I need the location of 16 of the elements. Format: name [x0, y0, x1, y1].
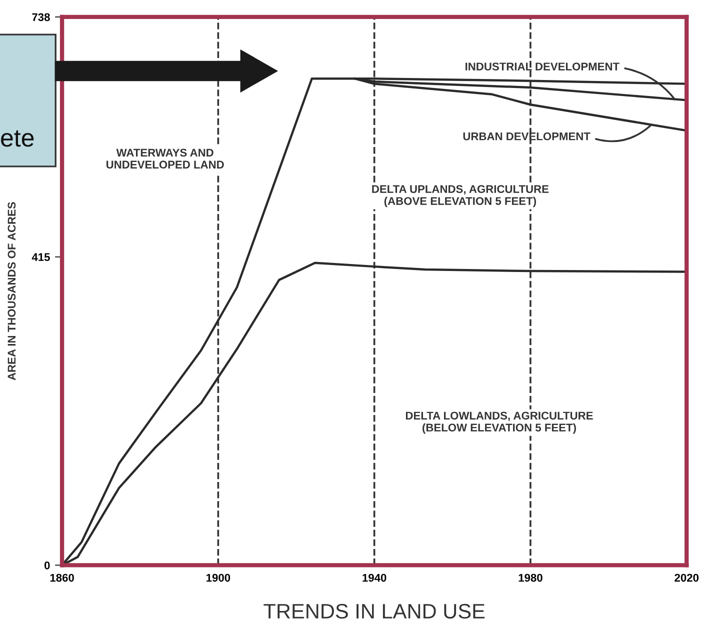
y-tick-label: 415 — [32, 253, 50, 262]
x-tick-label: 1940 — [362, 574, 386, 582]
y-axis-title: AREA IN THOUSANDS OF ACRES — [8, 202, 16, 380]
y-tick-label: 0 — [44, 561, 50, 570]
x-tick-label: 1900 — [206, 574, 230, 582]
annotation: URBAN DEVELOPMENT — [463, 132, 590, 140]
x-axis-title: TRENDS IN LAND USE — [264, 604, 485, 619]
annotation: INDUSTRIAL DEVELOPMENT — [466, 62, 620, 70]
x-tick-label: 1980 — [518, 574, 542, 582]
annotation: WATERWAYS AND UNDEVELOPED LAND — [106, 148, 224, 169]
annotation: DELTA UPLANDS, AGRICULTURE (ABOVE ELEVATION 5 FEET) — [372, 185, 549, 208]
y-tick-label: 738 — [32, 13, 50, 22]
x-tick-label: 2020 — [674, 574, 699, 582]
x-tick-label: 1860 — [50, 574, 74, 582]
annotation: DELTA LOWLANDS, AGRICULTURE (BELOW ELEVATION 5 FEET) — [406, 412, 593, 434]
text: ete — [1, 130, 34, 147]
